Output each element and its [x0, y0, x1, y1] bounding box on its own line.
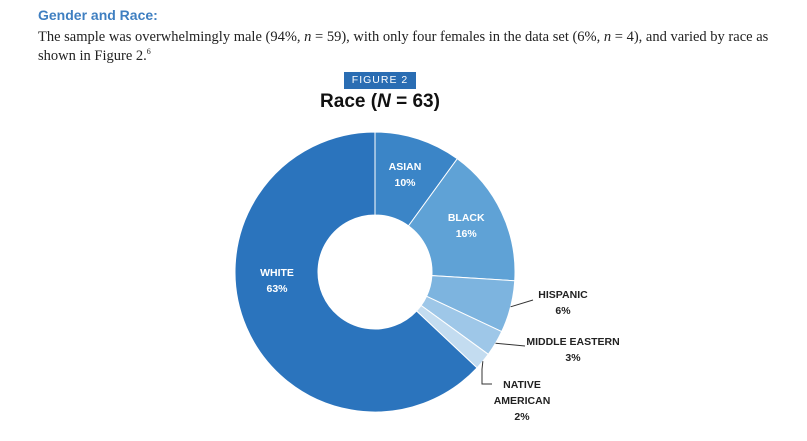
- figure-title: Race (N = 63): [320, 91, 440, 112]
- slice-label-asian: ASIAN 10%: [389, 161, 422, 189]
- leader-line: [481, 361, 492, 385]
- slice-percent: 10%: [394, 177, 416, 189]
- figure-badge: FIGURE 2: [344, 72, 416, 89]
- slice-name: ASIAN: [389, 161, 422, 173]
- leader-line: [495, 342, 526, 347]
- slice-percent: 63%: [266, 283, 288, 295]
- slice-label-hispanic: HISPANIC 6%: [510, 289, 588, 317]
- slice-percent: 2%: [514, 411, 530, 423]
- slice-label-black: BLACK 16%: [448, 212, 485, 240]
- slice-label-native-american: NATIVE AMERICAN 2%: [481, 361, 551, 423]
- slice-name: HISPANIC: [538, 289, 588, 301]
- slice-name: NATIVE: [503, 379, 541, 391]
- slice-percent: 3%: [565, 352, 581, 364]
- slice-black: [407, 158, 516, 282]
- slice-label-middle-eastern: MIDDLE EASTERN 3%: [495, 336, 620, 364]
- slice-white: [234, 131, 478, 413]
- section-heading: Gender and Race:: [38, 7, 158, 23]
- slice-percent: 16%: [456, 228, 478, 240]
- leader-line: [510, 299, 534, 308]
- body-paragraph: The sample was overwhelmingly male (94%,…: [38, 29, 769, 64]
- slice-name: MIDDLE EASTERN: [526, 336, 619, 348]
- slice-percent: 6%: [555, 305, 571, 317]
- slice-name: AMERICAN: [494, 395, 551, 407]
- slice-label-white: WHITE 63%: [260, 267, 294, 295]
- slice-name: WHITE: [260, 267, 294, 279]
- slice-name: BLACK: [448, 212, 485, 224]
- footnote-marker: 6: [146, 47, 151, 57]
